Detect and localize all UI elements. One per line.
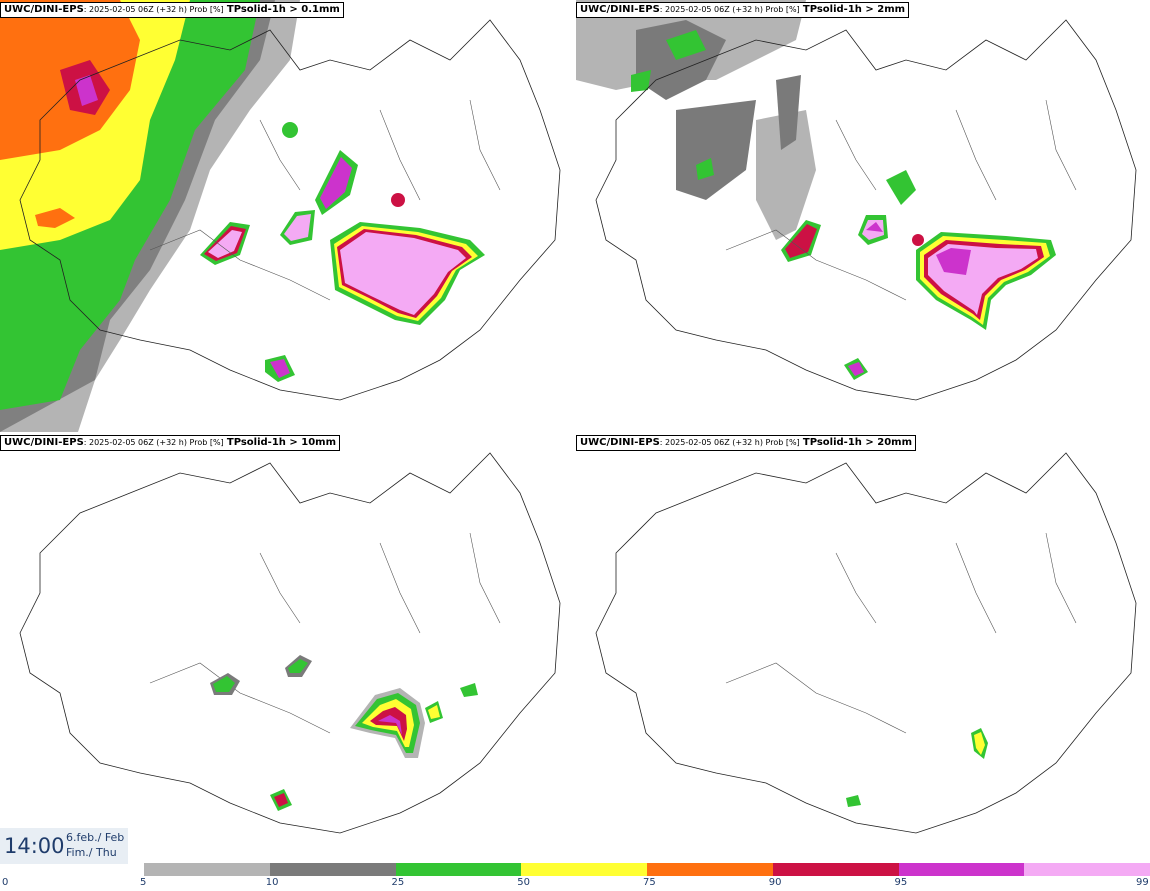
colorbar-segment	[395, 863, 522, 876]
probability-map	[595, 452, 1137, 834]
colorbar-tick-label: 90	[768, 877, 782, 888]
panel-title: UWC/DINI-EPS: 2025-02-05 06Z (+32 h) Pro…	[576, 435, 917, 451]
map-panel-10mm: UWC/DINI-EPS: 2025-02-05 06Z (+32 h) Pro…	[0, 433, 575, 865]
colorbar-tick-label: 99	[1136, 877, 1149, 888]
panel-variable: TPsolid-1h > 20mm	[802, 437, 913, 448]
map-panel-2mm: UWC/DINI-EPS: 2025-02-05 06Z (+32 h) Pro…	[576, 0, 1150, 432]
colorbar-tick-label: 75	[643, 877, 656, 888]
panel-title: UWC/DINI-EPS: 2025-02-05 06Z (+32 h) Pro…	[0, 435, 341, 451]
probability-map	[576, 0, 1137, 401]
panel-source: UWC/DINI-EPS	[580, 437, 660, 448]
panel-variable: TPsolid-1h > 10mm	[226, 437, 337, 448]
panel-meta: : 2025-02-05 06Z (+32 h) Prob [%]	[659, 5, 800, 14]
map-panel-20mm: UWC/DINI-EPS: 2025-02-05 06Z (+32 h) Pro…	[576, 433, 1150, 865]
panel-title: UWC/DINI-EPS: 2025-02-05 06Z (+32 h) Pro…	[576, 2, 910, 18]
probability-map	[19, 452, 561, 834]
colorbar-tick-label: 5	[140, 877, 147, 888]
colorbar-segment	[898, 863, 1025, 876]
panel-meta: : 2025-02-05 06Z (+32 h) Prob [%]	[83, 438, 224, 447]
panel-variable: TPsolid-1h > 0.1mm	[226, 4, 340, 15]
panel-meta: : 2025-02-05 06Z (+32 h) Prob [%]	[83, 5, 224, 14]
colorbar-tick-label: 95	[894, 877, 908, 888]
colorbar-segment	[269, 863, 396, 876]
panel-source: UWC/DINI-EPS	[4, 4, 84, 15]
panel-variable: TPsolid-1h > 2mm	[802, 4, 906, 15]
valid-time: 14:00	[4, 834, 65, 858]
colorbar-tick-label: 0	[2, 877, 9, 888]
valid-time-box: 14:00 6.feb./ Feb Fim./ Thu	[0, 828, 128, 864]
colorbar-segment	[772, 863, 899, 876]
colorbar	[144, 863, 1150, 876]
panel-source: UWC/DINI-EPS	[4, 437, 84, 448]
valid-date-line1: 6.feb./ Feb	[66, 831, 125, 844]
colorbar-segment	[1024, 863, 1150, 876]
colorbar-segment	[521, 863, 647, 876]
colorbar-tick-label: 50	[517, 877, 530, 888]
colorbar-tick-label: 10	[265, 877, 279, 888]
panel-source: UWC/DINI-EPS	[580, 4, 660, 15]
panel-meta: : 2025-02-05 06Z (+32 h) Prob [%]	[659, 438, 800, 447]
colorbar-segment	[144, 863, 270, 876]
probability-map	[0, 0, 561, 432]
colorbar-segment	[647, 863, 773, 876]
panel-title: UWC/DINI-EPS: 2025-02-05 06Z (+32 h) Pro…	[0, 2, 344, 18]
map-panel-0-1mm: UWC/DINI-EPS: 2025-02-05 06Z (+32 h) Pro…	[0, 0, 575, 432]
colorbar-tick-label: 25	[391, 877, 405, 888]
valid-date-line2: Fim./ Thu	[66, 846, 117, 859]
